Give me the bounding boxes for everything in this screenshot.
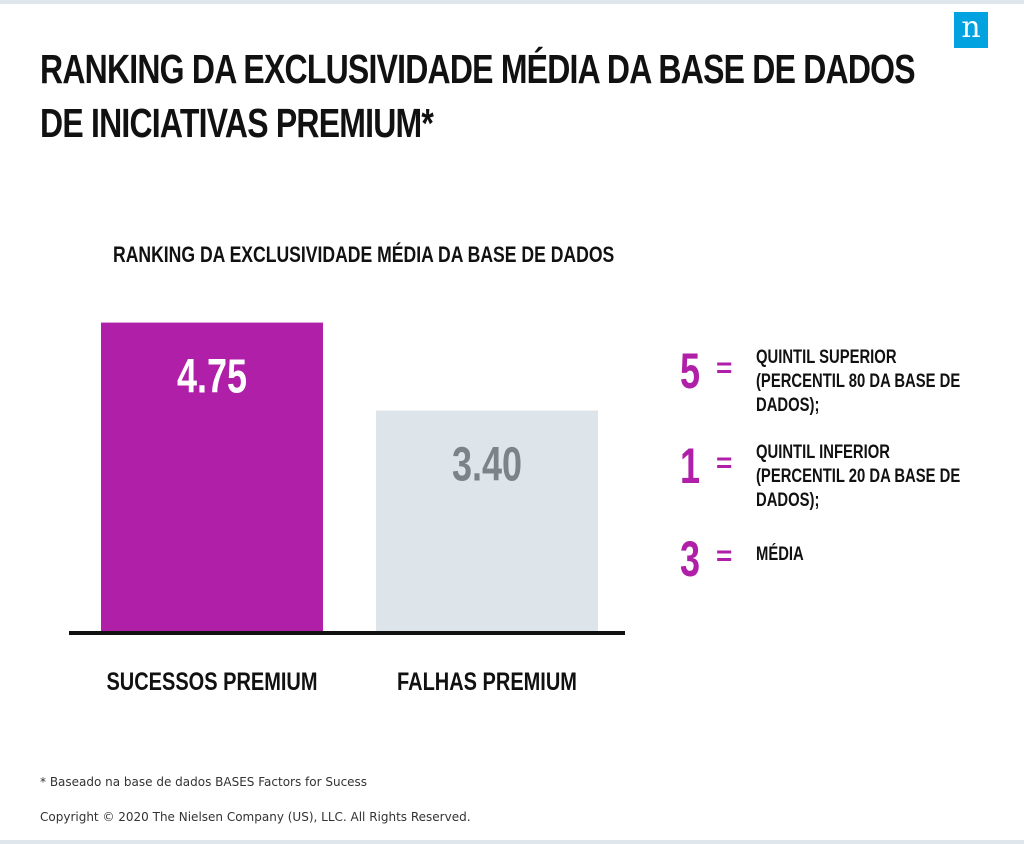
legend-equals: = <box>716 447 733 478</box>
x-axis-baseline <box>69 631 625 635</box>
bar <box>101 322 323 632</box>
legend-number: 1 <box>679 438 701 494</box>
nielsen-logo: n <box>954 12 988 48</box>
bar <box>376 410 598 632</box>
footnote: * Baseado na base de dados BASES Factors… <box>40 775 368 789</box>
bar-value-label: 4.75 <box>177 350 247 403</box>
top-border <box>0 0 1024 4</box>
legend-equals: = <box>716 540 733 571</box>
legend-text: QUINTIL SUPERIOR (PERCENTIL 80 DA BASE D… <box>756 347 961 416</box>
category-label: FALHAS PREMIUM <box>397 668 577 696</box>
legend-equals: = <box>716 352 733 383</box>
chart-title: RANKING DA EXCLUSIVIDADE MÉDIA DA BASE D… <box>113 242 614 267</box>
nielsen-logo-glyph: n <box>961 10 981 45</box>
bottom-border <box>0 840 1024 844</box>
legend-number: 5 <box>679 343 701 399</box>
legend-number: 3 <box>679 531 701 587</box>
copyright: Copyright © 2020 The Nielsen Company (US… <box>40 810 471 824</box>
page-title-line-2: DE INICIATIVAS PREMIUM* <box>40 100 434 146</box>
category-label: SUCESSOS PREMIUM <box>106 668 317 696</box>
legend-text: MÉDIA <box>756 544 804 565</box>
bar-value-label: 3.40 <box>452 438 522 491</box>
legend-text: QUINTIL INFERIOR (PERCENTIL 20 DA BASE D… <box>756 442 961 511</box>
